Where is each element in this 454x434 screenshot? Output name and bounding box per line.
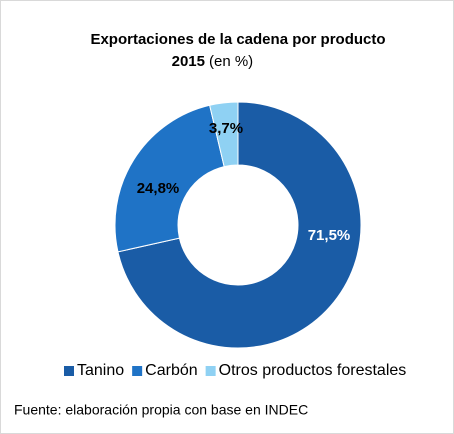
legend-label: Otros productos forestales (219, 362, 407, 379)
unit-note: (en %) (209, 53, 253, 70)
data-label: 71,5% (308, 227, 351, 244)
data-label: 24,8% (137, 180, 180, 197)
legend-swatch (132, 366, 143, 376)
legend-swatch (205, 366, 216, 376)
legend-label: Carbón (145, 362, 197, 379)
legend-swatch (64, 366, 74, 376)
donut-slice (209, 101, 239, 168)
chart-subtitle: 2015 (172, 53, 205, 70)
data-label: 3,7% (209, 120, 243, 137)
donut-slice (117, 101, 362, 349)
legend-label: Tanino (77, 362, 124, 379)
source-note: Fuente: elaboración propia con base en I… (14, 402, 308, 418)
donut-slice (114, 104, 225, 253)
chart-title: Exportaciones de la cadena por producto (90, 31, 385, 48)
